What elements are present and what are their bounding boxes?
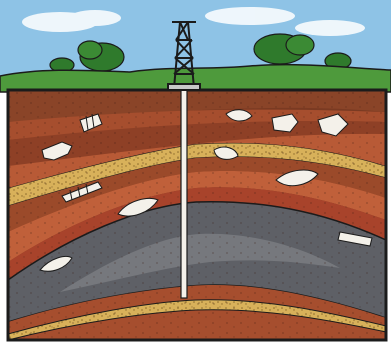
leaf-fossil-right [275,169,319,187]
fossils [39,109,373,272]
grass-surface [0,63,391,93]
shell-fossil [225,109,253,122]
rib-fossil [79,113,103,133]
fish-fossil-right [337,231,373,247]
leaf-fossil-lower [39,256,73,272]
clouds [22,7,365,36]
dinosaur-bones-right [271,113,299,133]
dinosaur-skull-fossil [41,141,73,161]
leaf-fossil-left [117,198,159,217]
ammonite-fossil [213,146,239,160]
oil-derrick [167,21,201,91]
fish-fossil-left [61,181,103,203]
skull-fossil-right [317,113,349,137]
drill-pipe [180,87,188,299]
